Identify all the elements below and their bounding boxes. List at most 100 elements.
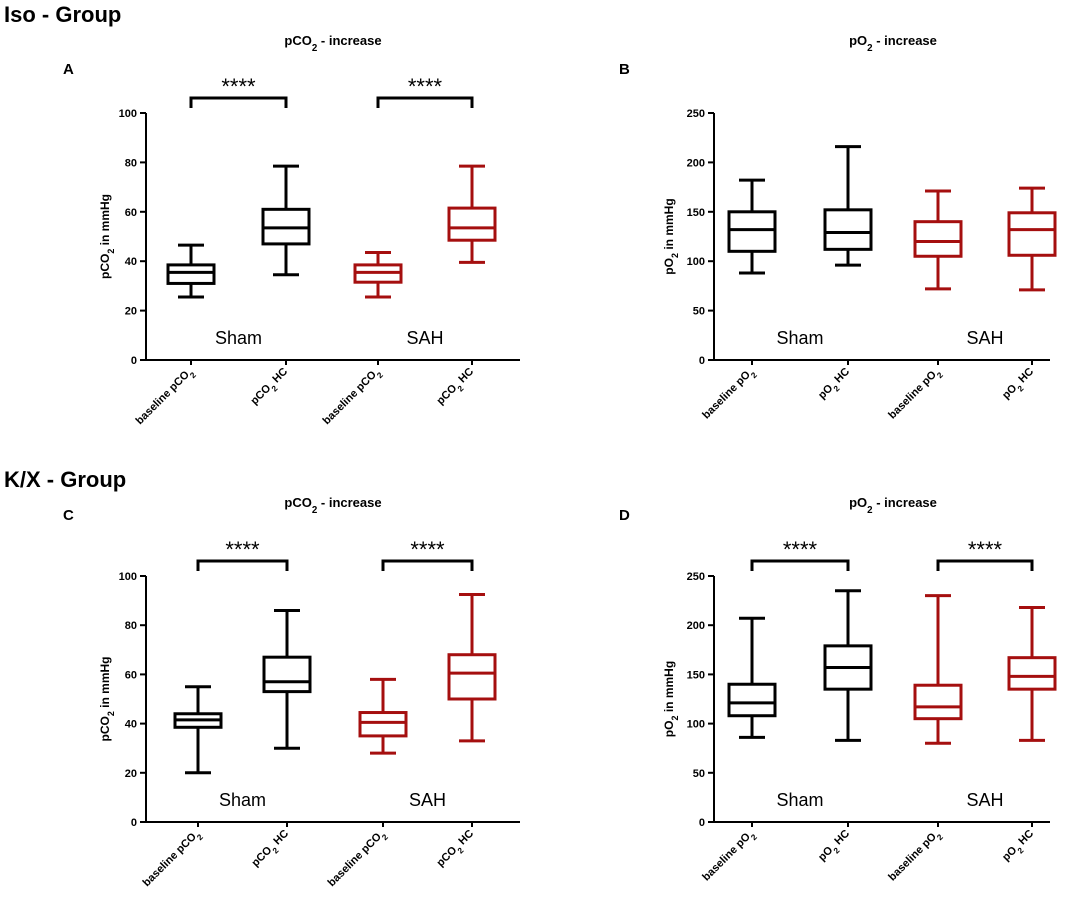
box-sah-2 [353,251,403,299]
y-tick-label: 0 [699,817,705,829]
bracket-line [936,559,1034,571]
y-tick-label: 150 [687,207,705,219]
group-label-sah: SAH [966,790,1003,810]
iqr-box [913,220,963,258]
x-category-label: baseline pO2 [886,827,945,886]
x-category-label: pO2 HC [816,366,854,404]
iqr-box [1007,211,1057,257]
y-axis-label: pO2 in mmHg [662,661,680,737]
iqr-box [913,683,963,721]
group-label-sah: SAH [966,328,1003,348]
iqr-box [447,206,497,242]
significance-label: **** [783,537,818,562]
x-category-label: baseline pCO2 [141,827,205,891]
significance-bracket: **** [381,537,474,571]
y-tick-label: 50 [693,768,705,780]
x-category-label: pO2 HC [1000,366,1038,404]
y-tick-label: 0 [699,355,705,367]
significance-label: **** [968,537,1003,562]
x-category-label: pO2 HC [1000,828,1038,866]
bracket-line [196,559,289,571]
significance-label: **** [410,537,445,562]
significance-bracket: **** [196,537,289,571]
y-tick-label: 100 [119,571,137,583]
iqr-box [727,682,777,718]
significance-label: **** [221,74,256,99]
y-tick-label: 50 [693,306,705,318]
x-category-label: baseline pO2 [700,827,759,886]
panel-letter: B [619,61,630,78]
iqr-box [262,655,312,694]
iqr-box [447,653,497,701]
iqr-box [358,711,408,738]
box-sah-2 [913,594,963,745]
x-category-label: baseline pCO2 [134,365,198,429]
iqr-box [727,210,777,253]
box-sham-1 [261,164,311,277]
bracket-line [381,559,474,571]
significance-label: **** [408,74,443,99]
y-tick-label: 20 [125,306,137,318]
significance-label: **** [225,537,260,562]
y-axis-label: pCO2 in mmHg [98,194,116,279]
x-category-label: pCO2 HC [435,828,479,872]
box-sah-3 [447,164,497,264]
box-sham-1 [823,145,873,267]
box-sah-3 [1007,605,1057,742]
group-label-sah: SAH [409,790,446,810]
panel-title: pCO2 - increase [284,495,381,516]
x-category-label: baseline pO2 [700,365,759,424]
y-tick-label: 80 [125,157,137,169]
y-tick-label: 0 [131,817,137,829]
group-label-sham: Sham [219,790,266,810]
group-label-sham: Sham [776,328,823,348]
box-sham-0 [166,243,216,299]
box-sah-3 [447,592,497,743]
x-category-label: pCO2 HC [250,828,294,872]
significance-bracket: **** [936,537,1034,571]
y-axis-label: pO2 in mmHg [662,198,680,274]
y-tick-label: 40 [125,256,137,268]
x-category-label: pCO2 HC [249,366,293,410]
iqr-box [1007,656,1057,691]
bracket-line [750,559,850,571]
box-sah-3 [1007,186,1057,292]
y-tick-label: 250 [687,108,705,120]
y-tick-label: 100 [687,719,705,731]
group-label-sham: Sham [776,790,823,810]
panel-title: pO2 - increase [849,495,937,516]
group-title-kx: K/X - Group [4,467,126,492]
x-category-label: baseline pO2 [886,365,945,424]
y-tick-label: 80 [125,620,137,632]
panel-letter: D [619,507,630,524]
box-sham-1 [262,608,312,750]
y-tick-label: 20 [125,768,137,780]
iqr-box [166,263,216,285]
bracket-line [189,96,288,108]
box-sah-2 [913,189,963,291]
panel-title: pCO2 - increase [284,33,381,54]
panel-letter: A [63,61,74,78]
significance-bracket: **** [189,74,288,108]
box-sham-0 [727,616,777,739]
y-tick-label: 100 [687,256,705,268]
significance-bracket: **** [376,74,474,108]
panel-letter: C [63,507,74,524]
y-tick-label: 60 [125,207,137,219]
x-category-label: baseline pCO2 [321,365,385,429]
bracket-line [376,96,474,108]
x-category-label: baseline pCO2 [326,827,390,891]
box-sham-0 [173,685,223,775]
panel-title: pO2 - increase [849,33,937,54]
box-sham-0 [727,178,777,275]
group-label-sham: Sham [215,328,262,348]
y-tick-label: 100 [119,108,137,120]
x-category-label: pCO2 HC [435,366,479,410]
iqr-box [823,208,873,251]
